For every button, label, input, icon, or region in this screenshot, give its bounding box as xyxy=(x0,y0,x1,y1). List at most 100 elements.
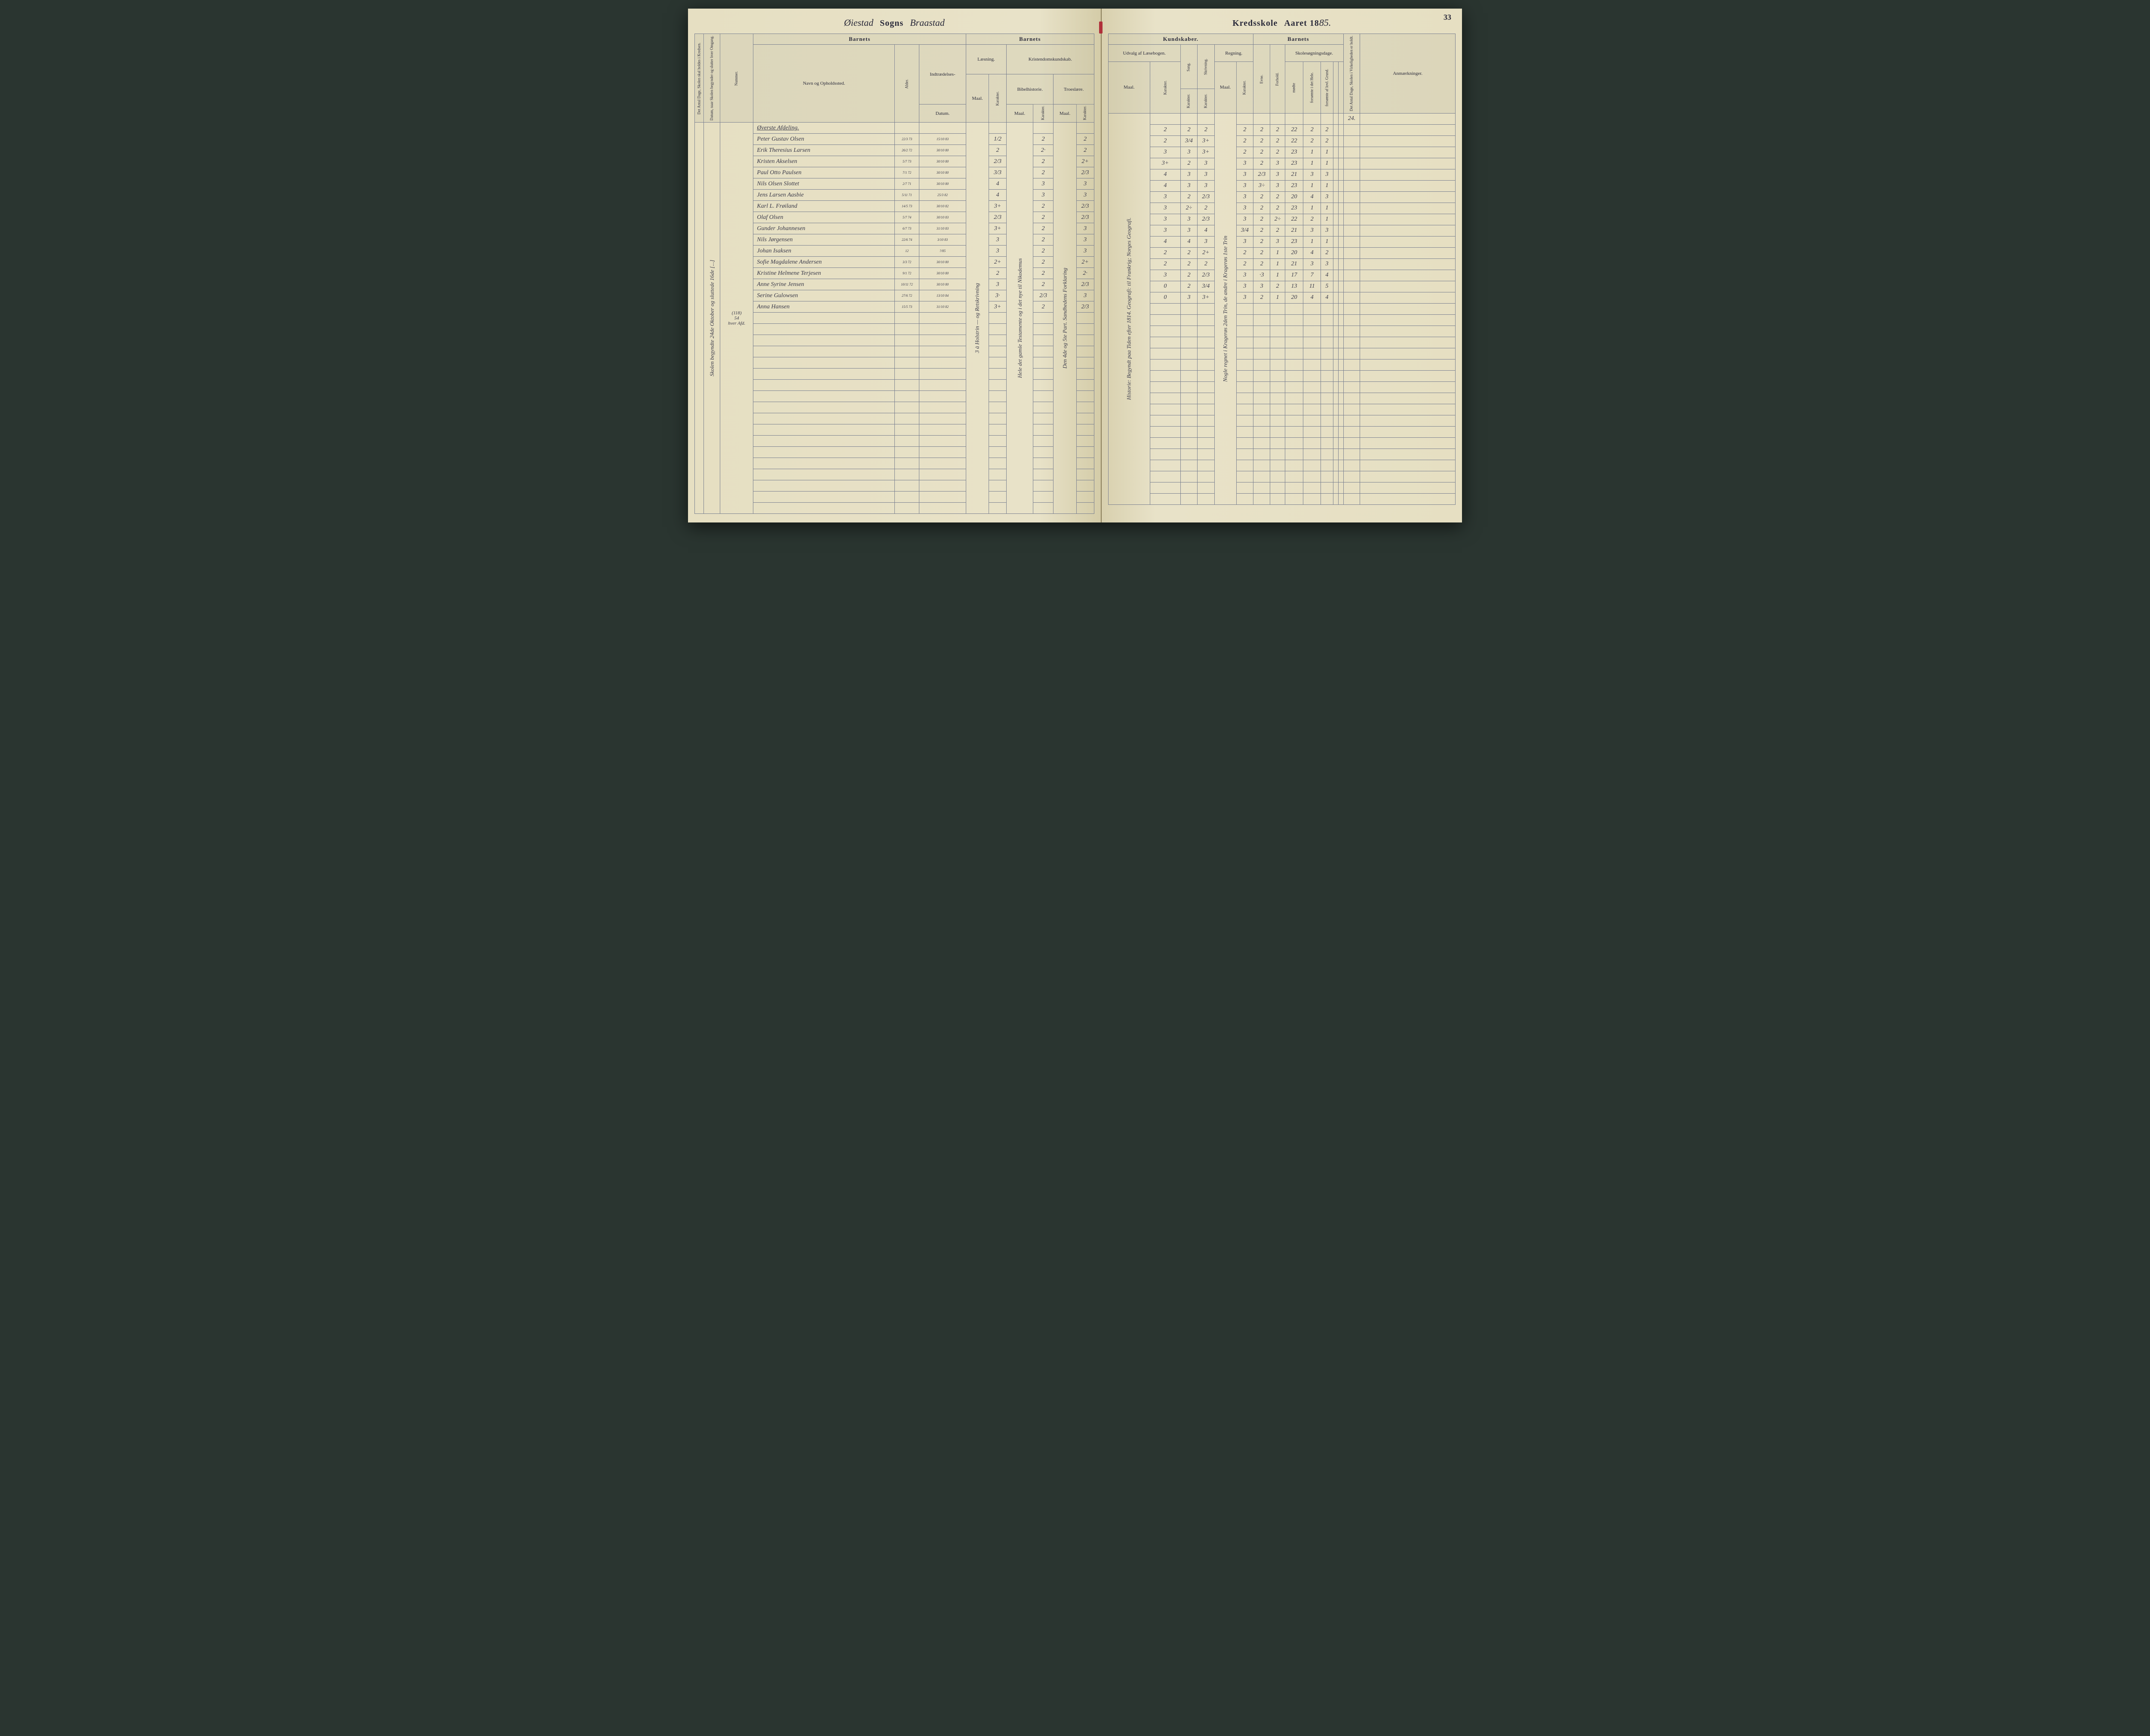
laes-grade: 4 xyxy=(989,190,1007,201)
antal-blank xyxy=(1343,225,1360,236)
cell xyxy=(1270,471,1285,482)
hdr-sang-kar: Karakter. xyxy=(1180,89,1197,113)
cell xyxy=(1236,460,1253,471)
student-row: Jens Larsen Aasbie5/11 7125/3 82433 xyxy=(695,190,1094,201)
cell xyxy=(1076,380,1094,391)
skr-grade: 3 xyxy=(1198,180,1214,191)
left-page: Øiestad Sogns Braastad Det Antal Dage, S… xyxy=(688,9,1102,522)
cell xyxy=(1303,393,1321,404)
title-left: Øiestad Sogns Braastad xyxy=(694,17,1094,28)
udv-grade: 3+ xyxy=(1150,158,1181,169)
blank xyxy=(1338,169,1343,180)
forsomt-hele: 7 xyxy=(1303,270,1321,281)
forsomt-grund: 5 xyxy=(1321,281,1333,292)
cell xyxy=(1270,449,1285,460)
cell xyxy=(753,413,895,424)
cell xyxy=(1333,404,1338,415)
blank xyxy=(1333,203,1338,214)
cell xyxy=(1150,482,1181,493)
cell xyxy=(1270,348,1285,359)
hdr-fors-hele: forsømte i det Hele. xyxy=(1303,62,1321,113)
cell xyxy=(1236,437,1253,449)
empty-row xyxy=(695,436,1094,447)
forhold: 2 xyxy=(1270,124,1285,135)
student-row: Sofie Magdalene Andersen3/3 7230/10 802+… xyxy=(695,257,1094,268)
skr-grade: 2 xyxy=(1198,203,1214,214)
student-row: 332/3322÷2221 xyxy=(1108,214,1455,225)
hdr-udv-kar: Karakter. xyxy=(1150,62,1181,113)
evne: ·3 xyxy=(1253,270,1270,281)
blank xyxy=(1333,292,1338,303)
alder-cell: 10/11 72 xyxy=(895,279,919,290)
cell xyxy=(1270,437,1285,449)
student-name: Paul Otto Paulsen xyxy=(753,167,895,178)
cell xyxy=(1236,337,1253,348)
blank xyxy=(1333,147,1338,158)
cell xyxy=(895,402,919,413)
cell xyxy=(1033,380,1054,391)
cell xyxy=(919,503,966,514)
cell xyxy=(753,469,895,480)
cell xyxy=(753,380,895,391)
student-row: Kristen Akselsen5/7 7330/10 802/322+ xyxy=(695,156,1094,167)
anm-blank xyxy=(1360,258,1456,270)
evne: 3 xyxy=(1253,281,1270,292)
hdr-skr-kar: Karakter. xyxy=(1198,89,1214,113)
cell xyxy=(753,480,895,492)
empty-row xyxy=(695,503,1094,514)
cell xyxy=(1333,482,1338,493)
cell xyxy=(1253,404,1270,415)
cell xyxy=(989,391,1007,402)
cell xyxy=(1180,326,1197,337)
hdr-bib-kar: Karakter. xyxy=(1033,104,1054,122)
cell xyxy=(895,380,919,391)
cell xyxy=(1303,314,1321,326)
cell xyxy=(1343,393,1360,404)
cell xyxy=(753,346,895,357)
hdr-blank2 xyxy=(1338,62,1343,113)
cell xyxy=(1333,337,1338,348)
cell xyxy=(1333,113,1338,124)
cell xyxy=(1236,449,1253,460)
blank xyxy=(1338,214,1343,225)
anm-blank xyxy=(1360,292,1456,303)
empty-row xyxy=(695,380,1094,391)
cell xyxy=(1180,348,1197,359)
bib-grade: 2 xyxy=(1033,212,1054,223)
student-name: Serine Gulowsen xyxy=(753,290,895,301)
laes-grade: 2+ xyxy=(989,257,1007,268)
udv-grade: 3 xyxy=(1150,147,1181,158)
cell xyxy=(1338,437,1343,449)
anm-blank xyxy=(1360,236,1456,247)
antal-blank xyxy=(1343,124,1360,135)
cell xyxy=(895,436,919,447)
anm-blank xyxy=(1360,169,1456,180)
sogns-label: Sogns xyxy=(880,18,903,28)
empty-row xyxy=(1108,404,1455,415)
student-row: Paul Otto Paulsen7/1 7230/10 803/322/3 xyxy=(695,167,1094,178)
cell xyxy=(1270,482,1285,493)
cell xyxy=(1321,482,1333,493)
cell xyxy=(1285,326,1303,337)
forsomt-hele: 11 xyxy=(1303,281,1321,292)
hdr-alder: Alder. xyxy=(895,45,919,123)
forhold: 2 xyxy=(1270,135,1285,147)
modte: 20 xyxy=(1285,247,1303,258)
skr-grade: 3 xyxy=(1198,158,1214,169)
reg-grade: 2 xyxy=(1236,124,1253,135)
student-row: Erik Theresius Larsen26/2 7230/10 8022·2 xyxy=(695,145,1094,156)
cell xyxy=(1236,303,1253,314)
cell xyxy=(1338,326,1343,337)
cell xyxy=(1270,326,1285,337)
laes-grade: 2 xyxy=(989,268,1007,279)
udvalg-note: Historie: Begyndt paa Tiden efter 1814. … xyxy=(1108,113,1150,504)
cell xyxy=(1076,469,1094,480)
cell xyxy=(1076,391,1094,402)
cell xyxy=(1253,326,1270,337)
cell xyxy=(1198,426,1214,437)
cell xyxy=(1180,370,1197,381)
hdr-indtr: Indtrædelses- xyxy=(919,45,966,104)
forsomt-hele: 1 xyxy=(1303,147,1321,158)
cell xyxy=(1303,437,1321,449)
cell xyxy=(1076,324,1094,335)
